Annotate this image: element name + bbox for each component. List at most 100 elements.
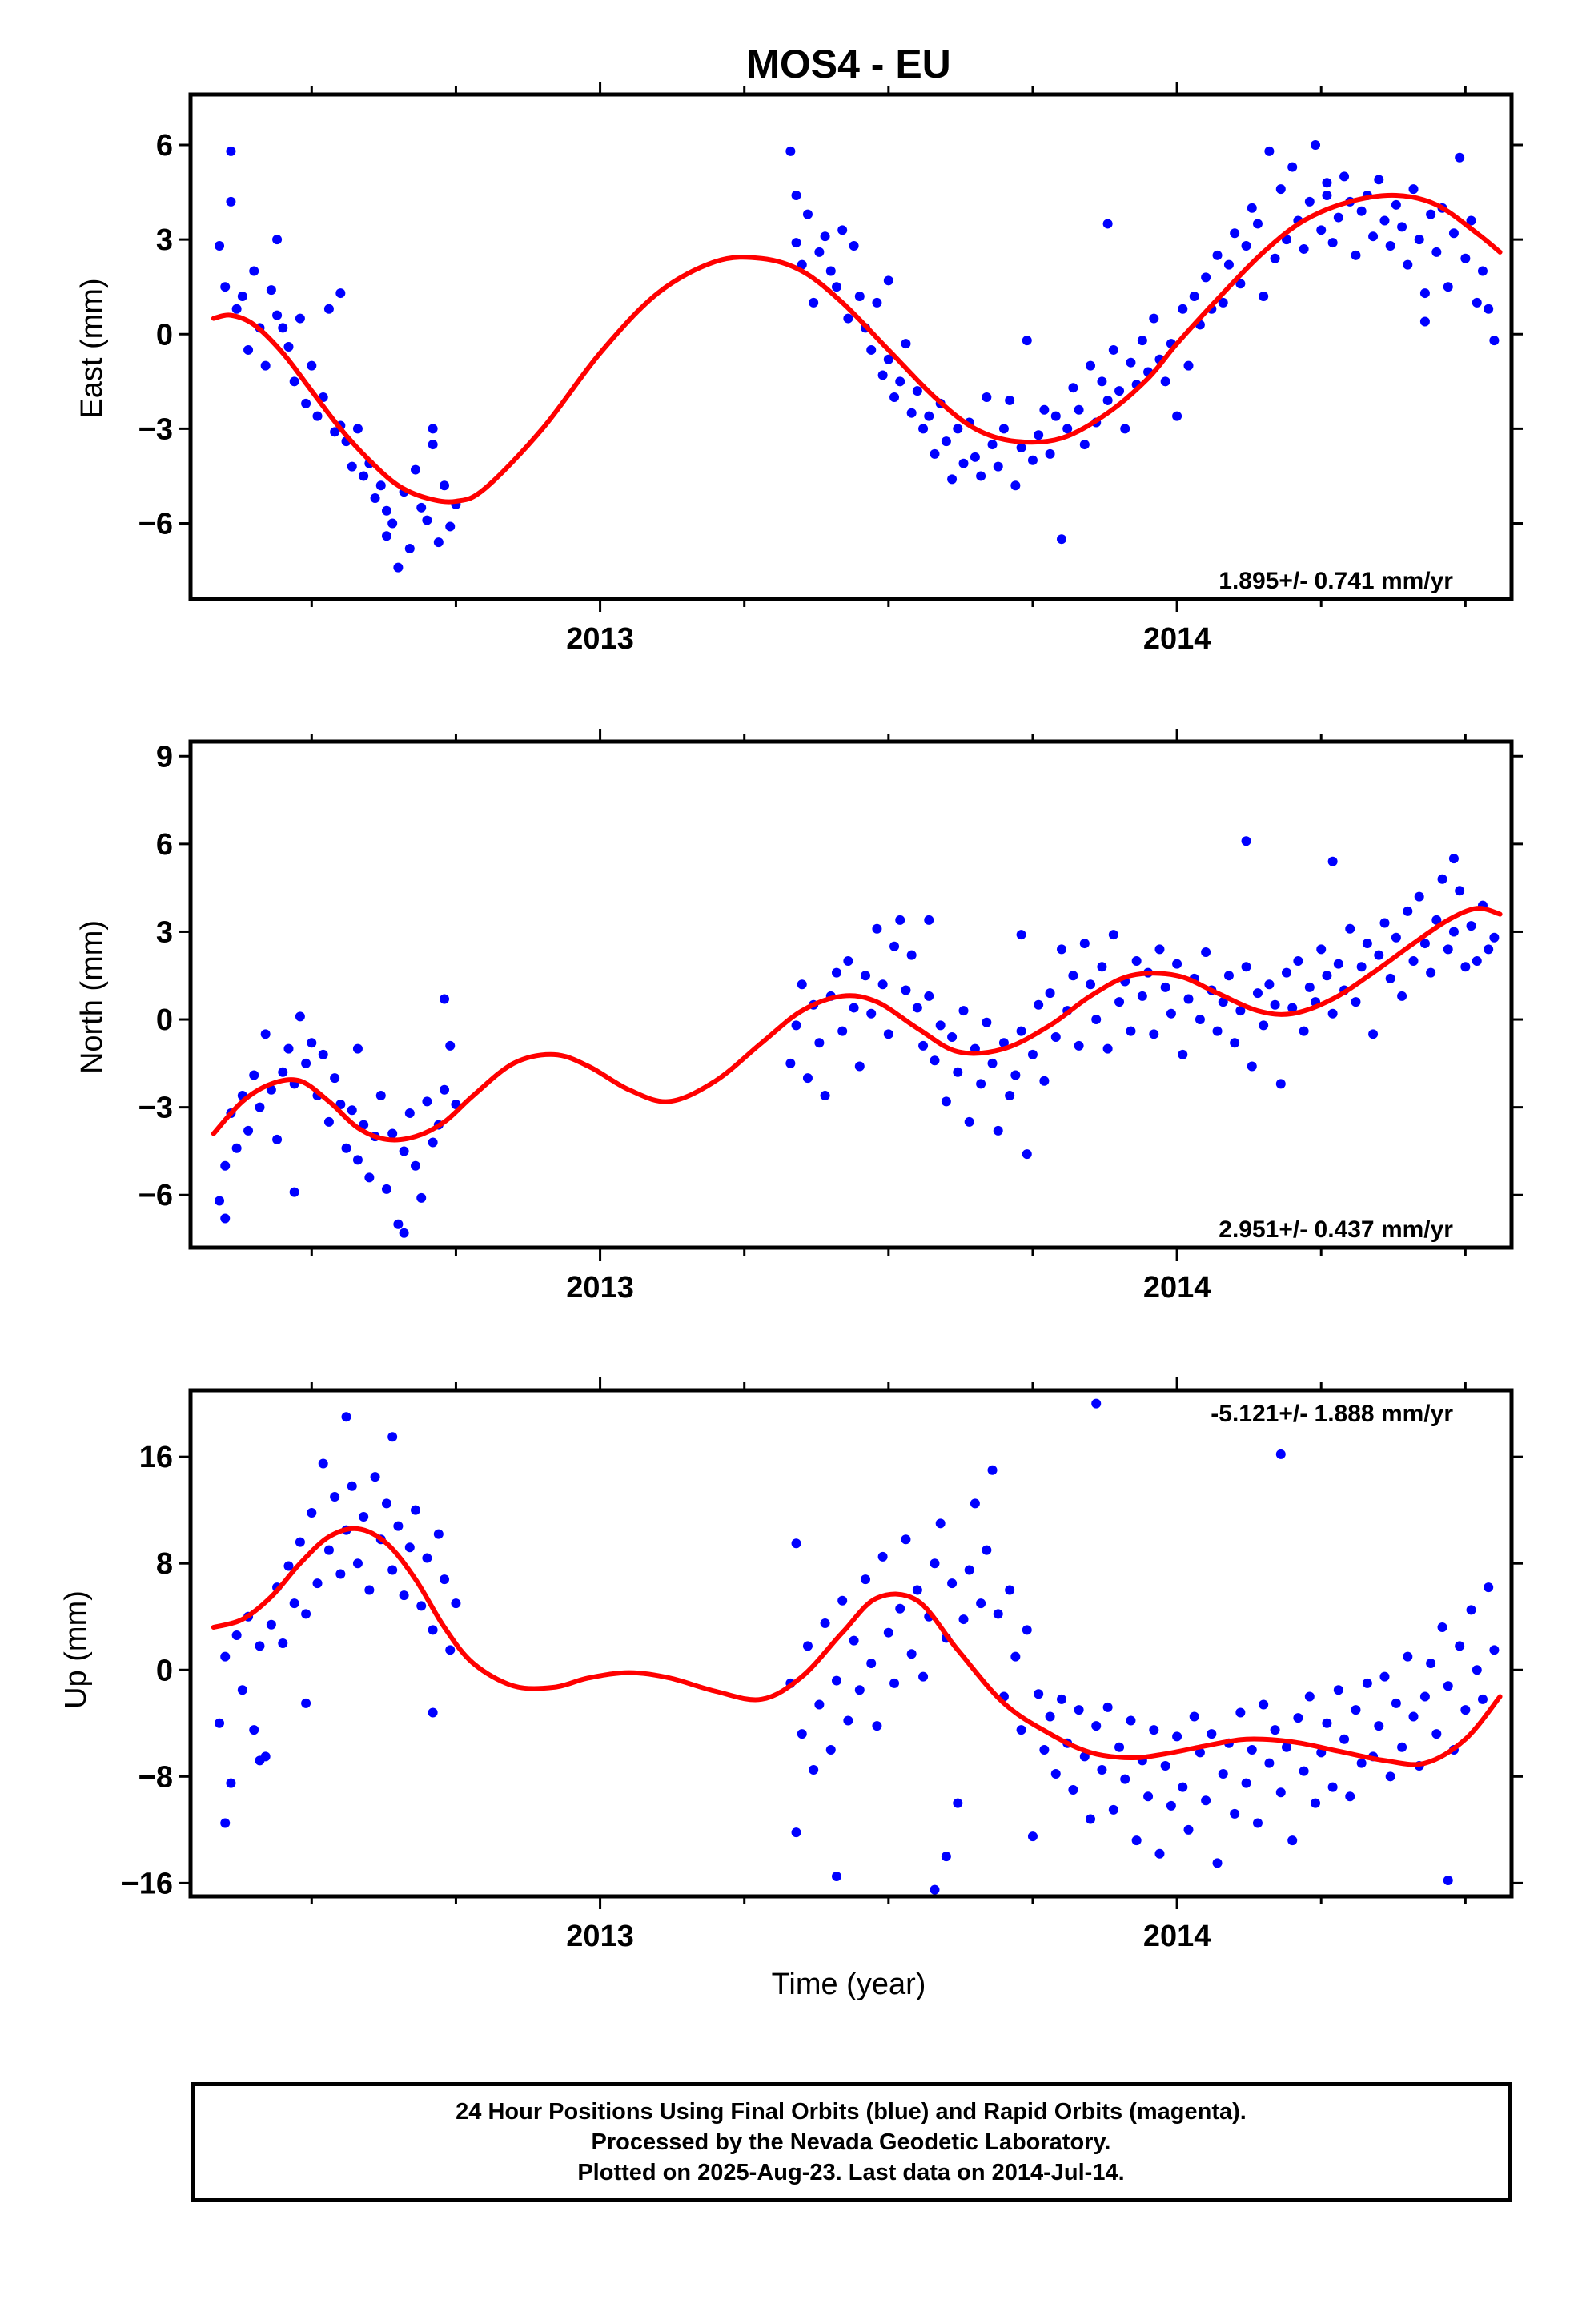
east-point bbox=[237, 292, 247, 301]
east-point bbox=[1178, 304, 1188, 314]
north-point bbox=[883, 1029, 893, 1039]
north-point bbox=[347, 1105, 357, 1116]
east-point bbox=[330, 427, 340, 437]
east-point bbox=[1426, 209, 1436, 219]
east-point bbox=[993, 461, 1003, 472]
north-ytick-label: 3 bbox=[156, 915, 173, 949]
up-point bbox=[330, 1492, 340, 1502]
east-point bbox=[411, 464, 421, 475]
north-point bbox=[837, 1026, 848, 1036]
north-point bbox=[1074, 1040, 1084, 1051]
up-point bbox=[1484, 1582, 1494, 1593]
up-point bbox=[982, 1545, 992, 1555]
up-point bbox=[1431, 1729, 1442, 1739]
north-point bbox=[831, 967, 841, 978]
up-ytick-label: 0 bbox=[156, 1654, 173, 1687]
north-point bbox=[1351, 997, 1361, 1007]
east-point bbox=[1079, 440, 1090, 450]
north-point bbox=[935, 1020, 946, 1031]
north-point bbox=[341, 1143, 351, 1153]
north-point bbox=[1016, 1026, 1026, 1036]
north-point bbox=[1414, 891, 1424, 902]
north-point bbox=[1264, 979, 1275, 990]
north-point bbox=[976, 1079, 986, 1089]
ylabel-north: North (mm) bbox=[75, 920, 109, 1074]
up-point bbox=[422, 1553, 432, 1563]
up-ytick-label: −8 bbox=[139, 1760, 173, 1794]
up-point bbox=[451, 1598, 461, 1609]
up-point bbox=[411, 1505, 421, 1515]
up-point bbox=[295, 1537, 305, 1547]
up-point bbox=[970, 1498, 980, 1509]
up-point bbox=[1097, 1765, 1107, 1775]
up-point bbox=[387, 1565, 398, 1575]
north-point bbox=[918, 1040, 929, 1051]
east-point bbox=[1223, 259, 1234, 270]
north-point bbox=[411, 1160, 421, 1171]
up-point bbox=[895, 1603, 905, 1614]
up-point bbox=[976, 1598, 986, 1609]
east-point bbox=[1443, 282, 1453, 292]
north-point bbox=[872, 923, 882, 934]
up-point bbox=[1079, 1751, 1090, 1762]
east-point bbox=[785, 146, 796, 156]
east-point bbox=[976, 471, 986, 481]
north-point bbox=[260, 1029, 271, 1039]
panel-east: East (mm) −6 −3 0 3 6 2013 2014 1.895+/- 0.741 … bbox=[75, 82, 1523, 656]
ylabel-east: East (mm) bbox=[75, 278, 109, 418]
east-point bbox=[1368, 231, 1379, 242]
north-point bbox=[1114, 997, 1125, 1007]
north-point bbox=[1212, 1026, 1223, 1036]
east-point bbox=[1120, 424, 1130, 434]
footer-line-3: Plotted on 2025-Aug-23. Last data on 201… bbox=[577, 2160, 1125, 2185]
north-point bbox=[1241, 962, 1251, 972]
north-point bbox=[1437, 874, 1447, 884]
up-point bbox=[1408, 1711, 1419, 1722]
east-point bbox=[393, 562, 404, 573]
up-point bbox=[1477, 1694, 1488, 1704]
east-point bbox=[231, 304, 242, 314]
rate-east: 1.895+/- 0.741 mm/yr bbox=[1219, 568, 1453, 594]
up-point bbox=[866, 1658, 877, 1668]
up-point bbox=[883, 1627, 893, 1638]
up-point bbox=[993, 1609, 1003, 1619]
north-point bbox=[1397, 991, 1407, 1001]
east-point bbox=[307, 360, 317, 371]
north-point bbox=[895, 915, 905, 925]
north-point bbox=[1086, 979, 1096, 990]
north-point bbox=[399, 1146, 409, 1156]
north-point bbox=[1160, 982, 1170, 992]
north-point bbox=[1460, 962, 1471, 972]
east-point bbox=[1275, 184, 1286, 195]
up-point bbox=[1034, 1689, 1044, 1699]
north-ytick-label: 0 bbox=[156, 1003, 173, 1037]
up-point bbox=[1074, 1705, 1084, 1715]
north-point bbox=[912, 1003, 922, 1013]
up-point bbox=[1327, 1782, 1338, 1792]
up-point bbox=[1218, 1768, 1228, 1779]
up-point bbox=[1270, 1725, 1280, 1735]
up-points bbox=[215, 1398, 1500, 1895]
north-point bbox=[1333, 959, 1343, 969]
up-point bbox=[1379, 1671, 1390, 1682]
north-point bbox=[930, 1055, 940, 1066]
up-point bbox=[964, 1565, 974, 1575]
north-point bbox=[255, 1102, 265, 1112]
up-point bbox=[1108, 1804, 1118, 1815]
north-point bbox=[953, 1067, 963, 1077]
east-point bbox=[416, 502, 427, 513]
east-point bbox=[854, 292, 865, 301]
east-point bbox=[1252, 219, 1263, 229]
north-point bbox=[906, 950, 917, 960]
east-point bbox=[1201, 272, 1211, 283]
north-point bbox=[941, 1096, 951, 1107]
up-point bbox=[301, 1609, 311, 1619]
east-ytick-label: 0 bbox=[156, 318, 173, 352]
up-point bbox=[335, 1569, 346, 1579]
north-ytick-label: −3 bbox=[139, 1092, 173, 1125]
east-point bbox=[243, 344, 254, 355]
east-point bbox=[1311, 140, 1321, 150]
up-point bbox=[440, 1574, 450, 1585]
up-point bbox=[1403, 1651, 1413, 1662]
east-point bbox=[1397, 222, 1407, 232]
